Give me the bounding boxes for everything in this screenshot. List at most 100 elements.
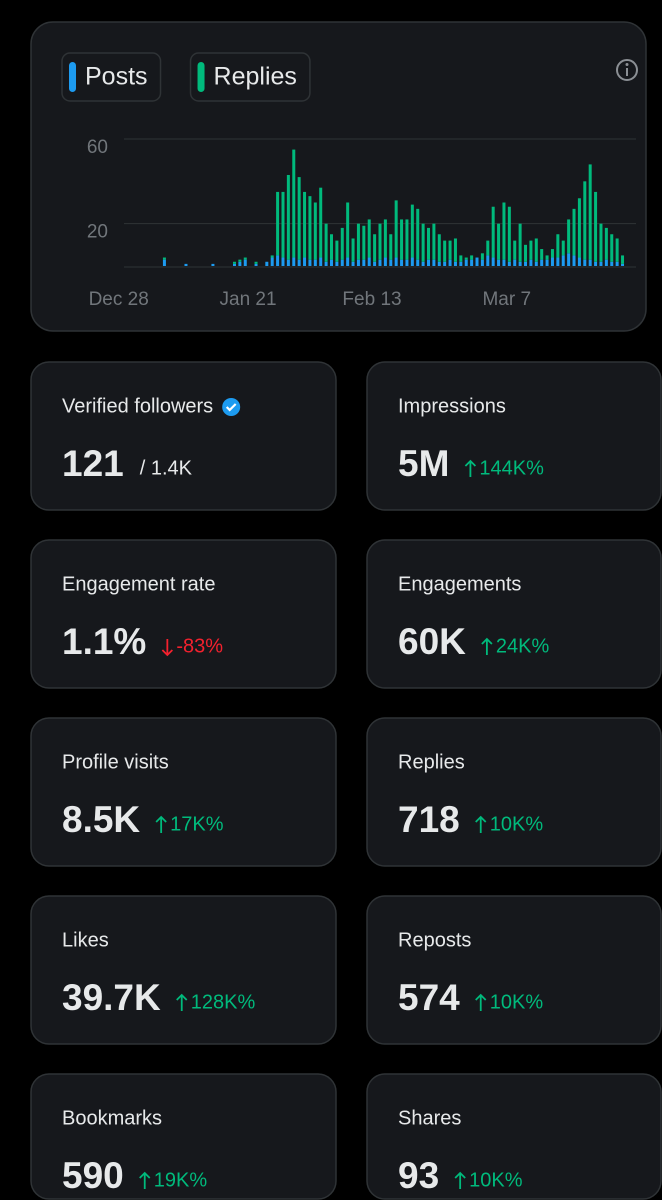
metric-label: Engagements xyxy=(398,573,521,595)
metric-card: Verified followers 121 / 1.4K xyxy=(30,361,337,511)
legend-label: Posts xyxy=(85,63,148,91)
legend-item[interactable]: Posts xyxy=(61,52,162,102)
bar-segment xyxy=(588,259,592,266)
bar-segment xyxy=(545,259,549,266)
bar-segment xyxy=(599,261,603,266)
bar-segment xyxy=(453,238,457,262)
bar-segment xyxy=(491,257,495,266)
metric-change: 128K% xyxy=(191,991,256,1013)
bar-segment xyxy=(286,174,290,260)
bar-segment xyxy=(400,259,404,266)
bar-segment xyxy=(486,240,490,256)
card-background xyxy=(366,717,662,867)
bar-segment xyxy=(303,191,307,258)
bar-segment xyxy=(524,261,528,266)
card-background xyxy=(30,717,337,867)
bar-segment xyxy=(238,259,242,262)
bar-segment xyxy=(389,259,393,266)
info-circle xyxy=(616,59,638,81)
bar-segment xyxy=(561,255,565,266)
bar-segment xyxy=(356,259,360,266)
bar-segment xyxy=(400,219,404,260)
bar-segment xyxy=(346,202,350,258)
bar-segment xyxy=(335,240,339,262)
bar-segment xyxy=(497,223,501,260)
metric-change: 10K% xyxy=(469,1169,523,1191)
bar-segment xyxy=(410,257,414,266)
bar-segment xyxy=(313,259,317,266)
bar-segment xyxy=(410,204,414,258)
bar-segment xyxy=(621,255,625,264)
bar-segment xyxy=(162,259,166,266)
bar-segment xyxy=(421,223,425,262)
bar-segment xyxy=(610,261,614,266)
card-background xyxy=(366,539,662,689)
legend-swatch xyxy=(197,62,205,92)
metric-card: Replies 718 10K% xyxy=(366,717,662,867)
bar-segment xyxy=(529,240,533,260)
legend-item[interactable]: Replies xyxy=(189,52,311,102)
bar-segment xyxy=(421,261,425,266)
legend-box xyxy=(189,52,311,102)
x-tick-label: Mar 7 xyxy=(482,289,531,310)
x-tick-label: Dec 28 xyxy=(89,289,149,310)
bar-segment xyxy=(518,223,522,262)
bar-segment xyxy=(297,177,301,260)
bar-segment xyxy=(443,261,447,266)
bar-segment xyxy=(513,240,517,260)
metric-card: Likes 39.7K 128K% xyxy=(30,895,337,1045)
bar-segment xyxy=(448,240,452,260)
bar-segment xyxy=(324,223,328,262)
legend-box xyxy=(61,52,162,102)
card-background xyxy=(30,895,337,1045)
bar-segment xyxy=(329,234,333,260)
bar-segment xyxy=(577,257,581,266)
bar-segment xyxy=(362,259,366,266)
bar-segment xyxy=(405,219,409,260)
metric-card: Reposts 574 10K% xyxy=(366,895,662,1045)
y-tick-label: 60 xyxy=(87,137,108,158)
bar-segment xyxy=(232,263,236,266)
bar-segment xyxy=(319,257,323,266)
bar-segment xyxy=(577,198,581,258)
bar-segment xyxy=(464,259,468,266)
bar-segment xyxy=(335,261,339,266)
bar-segment xyxy=(459,255,463,262)
bar-segment xyxy=(572,208,576,256)
metric-value: 590 xyxy=(62,1155,124,1196)
bar-segment xyxy=(394,257,398,266)
bar-segment xyxy=(480,259,484,266)
bar-segment xyxy=(453,261,457,266)
info-icon[interactable] xyxy=(616,59,638,81)
metric-label: Profile visits xyxy=(62,751,169,773)
bar-segment xyxy=(534,238,538,262)
metric-label: Engagement rate xyxy=(62,573,215,595)
bar-segment xyxy=(383,257,387,266)
bar-segment xyxy=(389,234,393,260)
bar-segment xyxy=(594,191,598,262)
bar-segment xyxy=(459,261,463,266)
legend-label: Replies xyxy=(214,63,297,91)
bar-segment xyxy=(507,206,511,262)
metric-card: Engagements 60K 24K% xyxy=(366,539,662,689)
metric-change: 144K% xyxy=(479,457,544,479)
bar-segment xyxy=(550,257,554,266)
bar-segment xyxy=(437,261,441,266)
metric-value: 8.5K xyxy=(62,799,140,840)
metric-label: Bookmarks xyxy=(62,1107,162,1129)
bar-segment xyxy=(615,238,619,262)
bar-segment xyxy=(604,227,608,260)
bar-segment xyxy=(497,259,501,266)
bar-segment xyxy=(529,259,533,266)
metric-value: 93 xyxy=(398,1155,439,1196)
bar-segment xyxy=(270,255,274,258)
card-background xyxy=(30,539,337,689)
bar-segment xyxy=(356,223,360,260)
bar-segment xyxy=(367,257,371,266)
bar-segment xyxy=(470,259,474,266)
bar-segment xyxy=(286,259,290,266)
bar-segment xyxy=(427,259,431,266)
bar-segment xyxy=(324,261,328,266)
bar-segment xyxy=(550,249,554,258)
